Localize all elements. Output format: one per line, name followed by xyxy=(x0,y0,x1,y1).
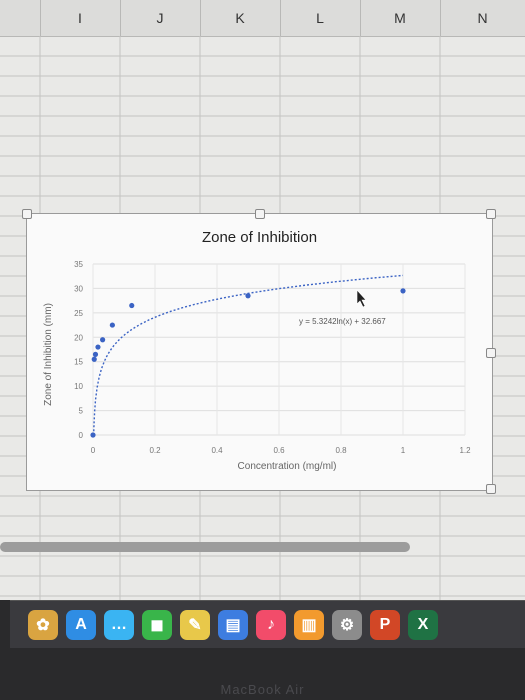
x-axis-label: Concentration (mg/ml) xyxy=(238,461,337,472)
y-tick-label: 10 xyxy=(74,382,83,391)
bezel-label: MacBook Air xyxy=(220,682,305,697)
resize-handle[interactable] xyxy=(255,209,265,219)
notes-icon[interactable]: ✎ xyxy=(180,609,210,640)
data-point xyxy=(129,302,135,309)
music-icon[interactable]: ♪ xyxy=(256,609,286,640)
facetime-icon[interactable]: ◼ xyxy=(142,609,172,640)
resize-handle[interactable] xyxy=(486,209,496,219)
y-tick-label: 25 xyxy=(74,309,83,318)
powerpoint-icon[interactable]: P xyxy=(370,609,400,640)
data-point xyxy=(91,356,97,362)
trendline xyxy=(93,274,404,432)
resize-handle[interactable] xyxy=(486,484,496,494)
data-point xyxy=(95,344,101,350)
data-point xyxy=(92,351,99,357)
dock: ✿ A … ◼ ✎ ▤ ♪ ▥ ⚙ P X xyxy=(10,600,525,648)
x-tick-label: 1 xyxy=(401,446,406,455)
resize-handle[interactable] xyxy=(486,348,496,358)
x-tick-label: 0.8 xyxy=(335,446,347,455)
x-tick-label: 0 xyxy=(91,446,96,455)
mouse-cursor-icon xyxy=(356,289,367,308)
system-preferences-icon[interactable]: ⚙ xyxy=(332,609,362,640)
y-tick-label: 35 xyxy=(74,260,83,269)
chart-title[interactable]: Zone of Inhibition xyxy=(201,229,318,246)
app-store-icon[interactable]: A xyxy=(66,609,96,640)
y-tick-label: 0 xyxy=(79,431,84,440)
photos-icon[interactable]: ✿ xyxy=(28,609,58,640)
resize-handle[interactable] xyxy=(22,209,32,219)
column-header-l[interactable]: L xyxy=(280,0,361,36)
column-header-prev[interactable] xyxy=(0,0,41,36)
excel-icon[interactable]: X xyxy=(408,609,438,640)
data-point xyxy=(90,432,96,438)
column-header-m[interactable]: M xyxy=(360,0,441,36)
x-tick-label: 0.6 xyxy=(273,446,285,455)
column-header-i[interactable]: I xyxy=(40,0,121,36)
trendline-equation: y = 5.3242ln(x) + 32.667 xyxy=(299,317,386,326)
column-header-n[interactable]: N xyxy=(440,0,525,36)
x-tick-label: 0.4 xyxy=(211,446,223,455)
y-tick-label: 20 xyxy=(74,333,83,342)
y-tick-label: 30 xyxy=(74,284,83,293)
x-tick-label: 0.2 xyxy=(149,446,161,455)
y-tick-label: 5 xyxy=(79,407,84,416)
books-icon[interactable]: ▥ xyxy=(294,609,324,640)
column-header-k[interactable]: K xyxy=(200,0,281,36)
messages-icon[interactable]: … xyxy=(104,609,134,640)
column-header-j[interactable]: J xyxy=(120,0,201,36)
chart-object[interactable]: Zone of Inhibition 0 5 10 15 20 25 30 35 0 0.2 0.4… xyxy=(22,209,496,494)
chart-plot[interactable]: 0 5 10 15 20 25 30 35 0 0.2 0.4 0.6 0.8 1 1.2 Concentra… xyxy=(27,214,492,490)
y-axis-label: Zone of Inhibition (mm) xyxy=(43,303,54,406)
data-point xyxy=(109,322,115,328)
data-point xyxy=(400,288,406,294)
data-point xyxy=(100,337,106,343)
horizontal-scrollbar[interactable] xyxy=(0,542,410,552)
y-tick-label: 15 xyxy=(74,358,83,367)
data-point xyxy=(245,293,251,299)
keynote-icon[interactable]: ▤ xyxy=(218,609,248,640)
x-tick-label: 1.2 xyxy=(459,446,471,455)
